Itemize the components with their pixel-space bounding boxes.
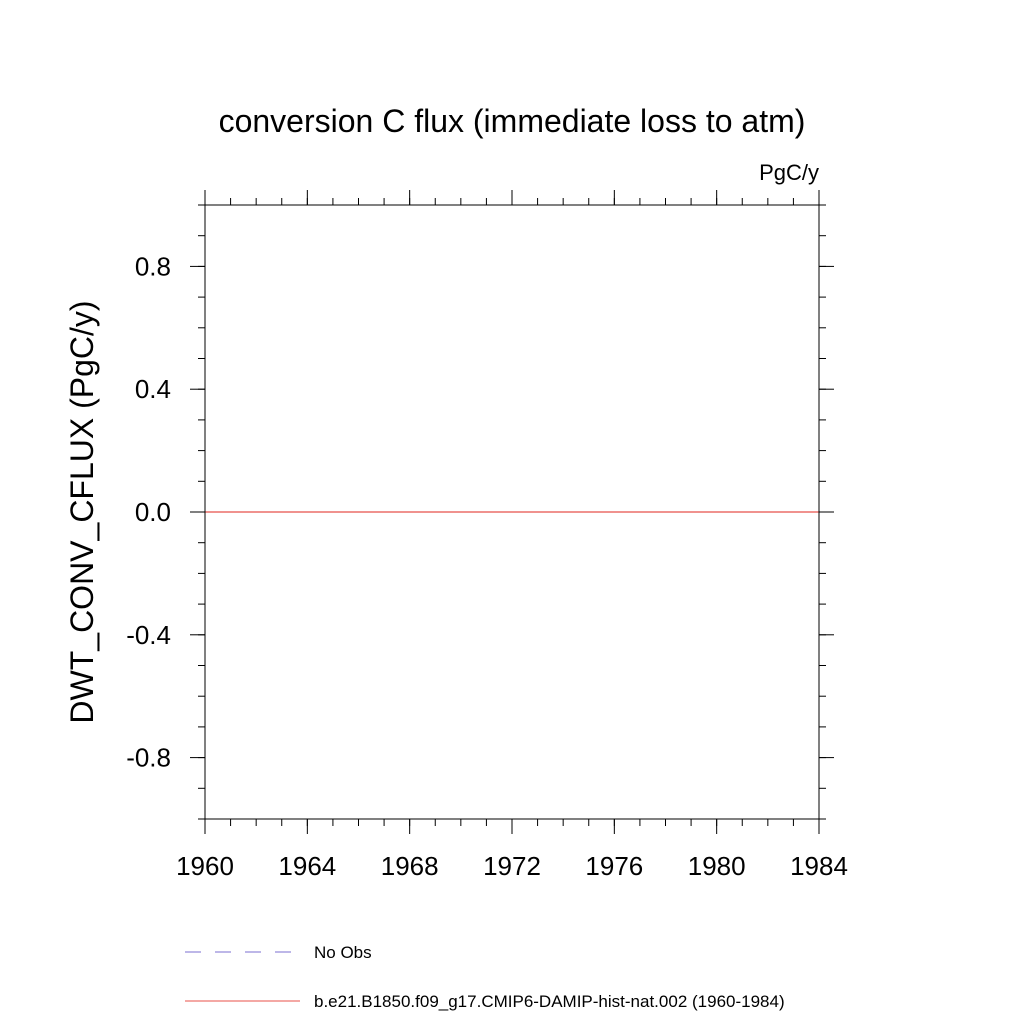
x-tick-label: 1972 — [483, 851, 541, 881]
y-tick-label: 0.4 — [135, 374, 171, 404]
x-tick-label: 1976 — [585, 851, 643, 881]
legend-label-1: b.e21.B1850.f09_g17.CMIP6-DAMIP-hist-nat… — [314, 992, 785, 1011]
plot-frame — [204, 204, 820, 820]
axis-tick-labels: 1960 1964 1968 1972 1976 1980 1984 -0.8 -0.4 0.0 0… — [126, 251, 848, 881]
y-tick-label: -0.8 — [126, 743, 171, 773]
axis-ticks — [190, 190, 834, 834]
y-tick-label: -0.4 — [126, 620, 171, 650]
x-tick-label: 1980 — [688, 851, 746, 881]
legend: No Obs b.e21.B1850.f09_g17.CMIP6-DAMIP-hi… — [185, 943, 785, 1011]
y-tick-label: 0.0 — [135, 497, 171, 527]
x-tick-label: 1984 — [790, 851, 848, 881]
chart-title: conversion C flux (immediate loss to atm… — [219, 103, 806, 139]
x-tick-label: 1960 — [176, 851, 234, 881]
y-axis-label: DWT_CONV_CFLUX (PgC/y) — [64, 300, 100, 723]
y-tick-label: 0.8 — [135, 251, 171, 281]
x-tick-label: 1964 — [278, 851, 336, 881]
units-label: PgC/y — [759, 160, 819, 185]
legend-label-0: No Obs — [314, 943, 372, 962]
x-tick-label: 1968 — [381, 851, 439, 881]
